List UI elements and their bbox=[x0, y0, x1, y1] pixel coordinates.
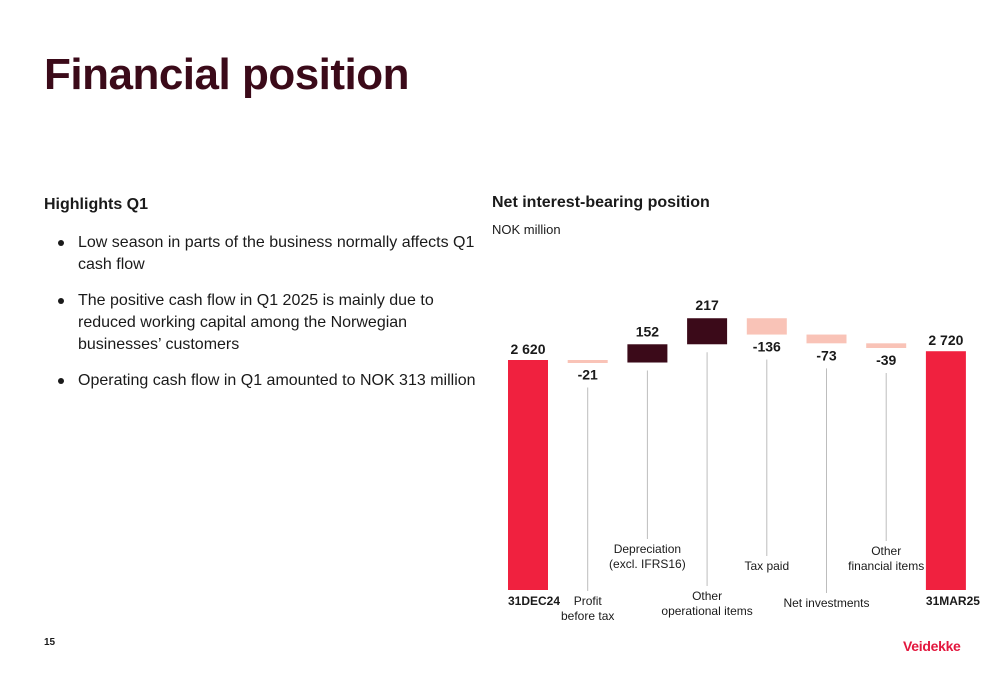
data-label: 152 bbox=[636, 323, 660, 339]
highlight-bullet: The positive cash flow in Q1 2025 is mai… bbox=[56, 290, 476, 356]
waterfall-bar bbox=[508, 360, 548, 590]
category-label: (excl. IFRS16) bbox=[609, 557, 686, 571]
waterfall-bar bbox=[687, 318, 728, 345]
category-label: financial items bbox=[848, 559, 924, 573]
category-label: Tax paid bbox=[744, 559, 789, 573]
category-label: 31MAR25 bbox=[926, 594, 980, 608]
waterfall-bar bbox=[627, 344, 668, 363]
veidekke-logo: Veidekke bbox=[903, 638, 961, 654]
waterfall-bar bbox=[806, 334, 847, 344]
data-label: -136 bbox=[753, 339, 781, 355]
waterfall-bar bbox=[746, 318, 787, 335]
category-label: 31DEC24 bbox=[508, 594, 560, 608]
highlights-heading: Highlights Q1 bbox=[44, 196, 148, 213]
waterfall-bar bbox=[567, 360, 608, 363]
highlights-list: Low season in parts of the business norm… bbox=[56, 232, 476, 406]
chart-subtitle: NOK million bbox=[492, 222, 561, 237]
page-number: 15 bbox=[44, 637, 56, 648]
data-label: 2 720 bbox=[928, 332, 963, 348]
data-label: -73 bbox=[816, 347, 836, 363]
waterfall-bar bbox=[866, 343, 907, 348]
data-label: 2 620 bbox=[510, 341, 545, 357]
category-label: Other bbox=[692, 589, 722, 603]
category-label: Depreciation bbox=[614, 542, 681, 556]
category-label: operational items bbox=[661, 604, 752, 618]
category-label: Other bbox=[871, 544, 901, 558]
category-label: Net investments bbox=[783, 596, 869, 610]
data-label: 217 bbox=[695, 297, 719, 313]
category-label: Profit bbox=[574, 594, 603, 608]
page-title: Financial position bbox=[44, 50, 410, 99]
category-label: before tax bbox=[561, 609, 614, 623]
highlight-bullet: Low season in parts of the business norm… bbox=[56, 232, 476, 276]
chart-title: Net interest-bearing position bbox=[492, 194, 710, 211]
waterfall-bar bbox=[925, 351, 966, 590]
data-label: -21 bbox=[578, 367, 598, 383]
data-label: -39 bbox=[876, 352, 896, 368]
highlight-bullet: Operating cash flow in Q1 amounted to NO… bbox=[56, 370, 476, 392]
